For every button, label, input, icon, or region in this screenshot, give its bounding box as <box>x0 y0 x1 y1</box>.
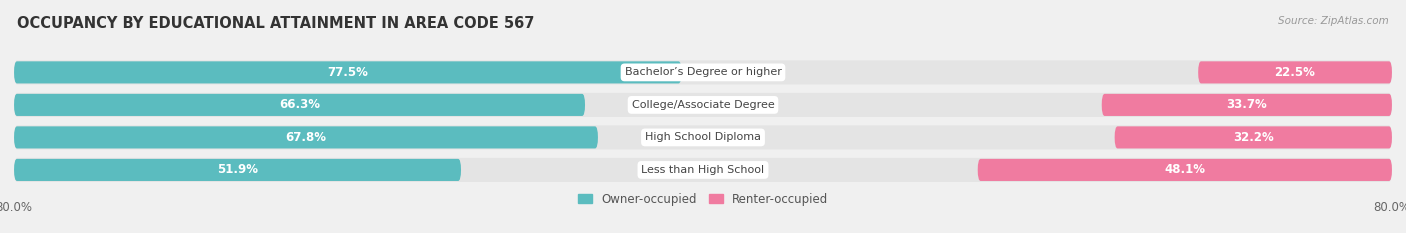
FancyBboxPatch shape <box>1115 126 1392 148</box>
Text: 32.2%: 32.2% <box>1233 131 1274 144</box>
FancyBboxPatch shape <box>1102 94 1392 116</box>
Text: 33.7%: 33.7% <box>1226 98 1267 111</box>
FancyBboxPatch shape <box>14 93 1392 117</box>
Text: 77.5%: 77.5% <box>328 66 368 79</box>
Text: High School Diploma: High School Diploma <box>645 132 761 142</box>
Text: OCCUPANCY BY EDUCATIONAL ATTAINMENT IN AREA CODE 567: OCCUPANCY BY EDUCATIONAL ATTAINMENT IN A… <box>17 16 534 31</box>
FancyBboxPatch shape <box>14 126 598 148</box>
Text: 67.8%: 67.8% <box>285 131 326 144</box>
FancyBboxPatch shape <box>14 61 682 83</box>
Text: 51.9%: 51.9% <box>217 163 259 176</box>
FancyBboxPatch shape <box>977 159 1392 181</box>
Text: 48.1%: 48.1% <box>1164 163 1205 176</box>
Text: Bachelor’s Degree or higher: Bachelor’s Degree or higher <box>624 67 782 77</box>
FancyBboxPatch shape <box>1198 61 1392 83</box>
FancyBboxPatch shape <box>14 94 585 116</box>
Text: 66.3%: 66.3% <box>278 98 321 111</box>
FancyBboxPatch shape <box>14 125 1392 149</box>
Text: Source: ZipAtlas.com: Source: ZipAtlas.com <box>1278 16 1389 26</box>
FancyBboxPatch shape <box>14 60 1392 84</box>
Text: Less than High School: Less than High School <box>641 165 765 175</box>
FancyBboxPatch shape <box>14 158 1392 182</box>
FancyBboxPatch shape <box>14 159 461 181</box>
Text: College/Associate Degree: College/Associate Degree <box>631 100 775 110</box>
Legend: Owner-occupied, Renter-occupied: Owner-occupied, Renter-occupied <box>572 188 834 210</box>
Text: 22.5%: 22.5% <box>1275 66 1316 79</box>
